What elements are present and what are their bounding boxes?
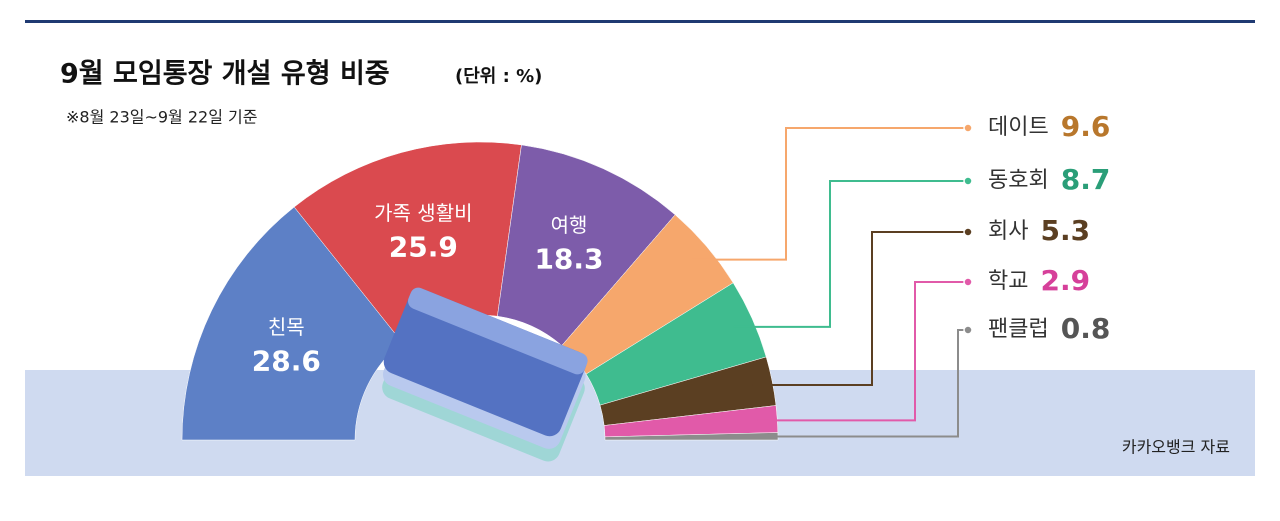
legend-name: 회사 bbox=[988, 219, 1028, 244]
leader-dot bbox=[963, 325, 973, 335]
source: 카카오뱅크 자료 bbox=[1122, 438, 1230, 457]
leader-line bbox=[733, 180, 966, 328]
leader-line bbox=[757, 281, 966, 422]
slice-name: 여행 bbox=[551, 213, 588, 237]
wallet-icon bbox=[382, 287, 588, 462]
leader-dot bbox=[963, 176, 973, 186]
unit-label: (단위 : %) bbox=[455, 66, 542, 87]
labels: 친목 28.6 가족 생활비 25.9 여행 18.3 데이트 9.6 동호회 8.7 회사 5.3 학… bbox=[252, 110, 1111, 438]
legend-name: 데이트 bbox=[988, 115, 1049, 140]
chart-title: 9월 모임통장 개설 유형 비중 bbox=[60, 59, 390, 90]
leader-dot bbox=[963, 277, 973, 287]
slices bbox=[181, 141, 779, 441]
top-rule bbox=[25, 20, 1255, 23]
legend-value: 9.6 bbox=[1061, 110, 1111, 143]
slice-value: 25.9 bbox=[389, 231, 458, 264]
slice-value: 18.3 bbox=[534, 242, 603, 275]
slice-name: 가족 생활비 bbox=[374, 201, 472, 225]
legend-value: 0.8 bbox=[1061, 312, 1111, 345]
legend-name: 동호회 bbox=[988, 168, 1049, 193]
leader-line bbox=[752, 231, 966, 386]
leader-dot bbox=[963, 227, 973, 237]
slice-value: 28.6 bbox=[252, 345, 321, 378]
legend-name: 학교 bbox=[988, 269, 1028, 294]
leader-dot bbox=[963, 123, 973, 133]
legend-value: 8.7 bbox=[1061, 163, 1111, 196]
note: ※8월 23일~9월 22일 기준 bbox=[66, 108, 257, 127]
leader-line bbox=[691, 127, 966, 261]
legend-name: 팬클럽 bbox=[988, 317, 1049, 342]
slice bbox=[181, 206, 403, 441]
legend-value: 2.9 bbox=[1040, 264, 1090, 297]
leader-line bbox=[757, 329, 966, 438]
legend-value: 5.3 bbox=[1040, 214, 1090, 247]
slice-name: 친목 bbox=[268, 315, 305, 339]
slice bbox=[604, 432, 779, 441]
